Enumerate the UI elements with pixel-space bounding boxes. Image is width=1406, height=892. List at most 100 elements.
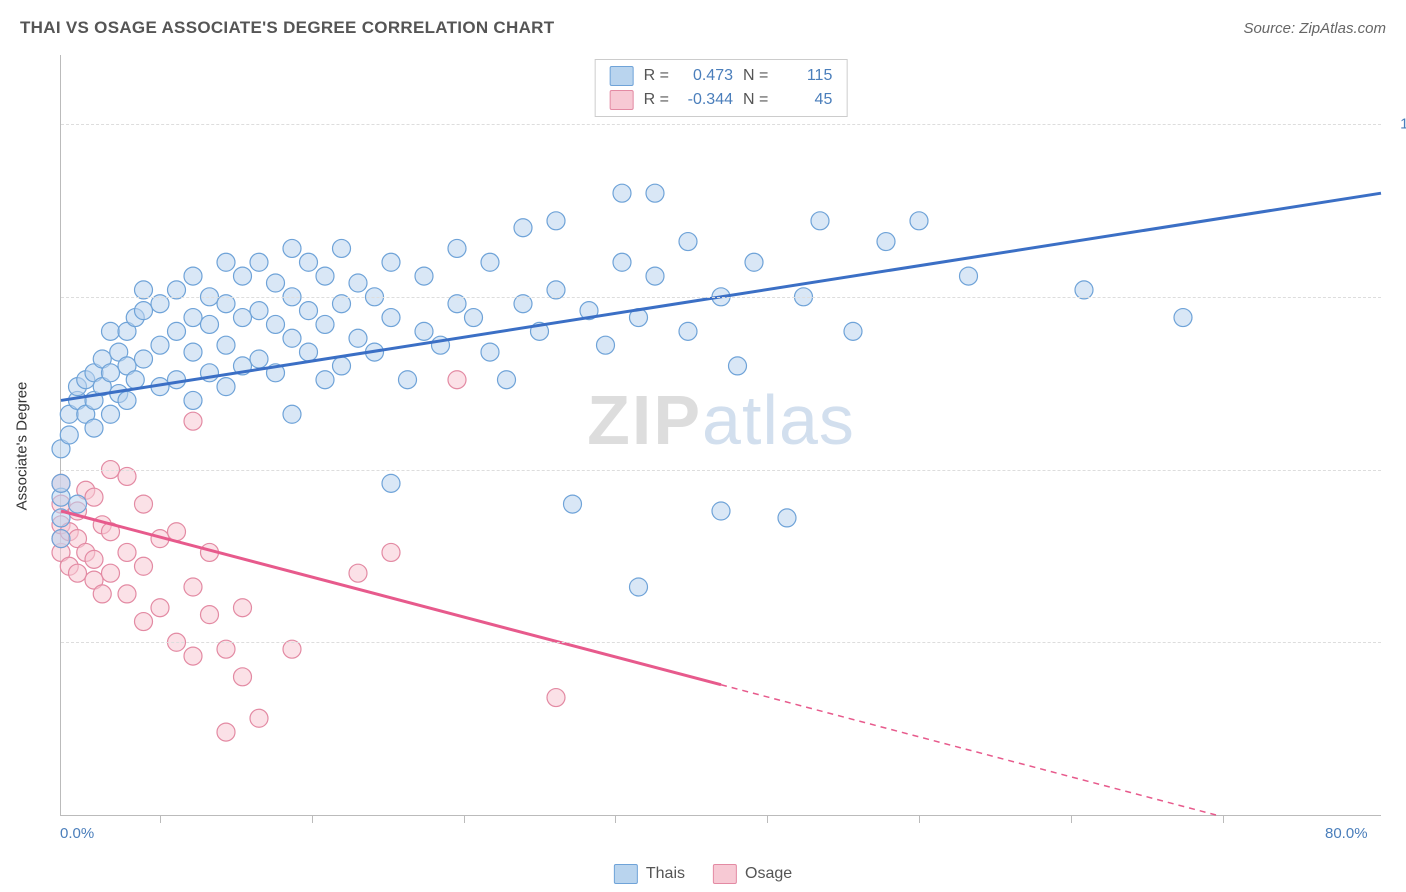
data-point xyxy=(349,564,367,582)
x-tick xyxy=(767,815,768,823)
data-point xyxy=(184,647,202,665)
data-point xyxy=(1174,309,1192,327)
trend-line-extrapolated xyxy=(721,685,1216,815)
data-point xyxy=(300,253,318,271)
data-point xyxy=(514,219,532,237)
gridline xyxy=(61,297,1381,298)
data-point xyxy=(613,253,631,271)
data-point xyxy=(234,599,252,617)
data-point xyxy=(465,309,483,327)
data-point xyxy=(382,543,400,561)
data-point xyxy=(498,371,516,389)
data-point xyxy=(333,357,351,375)
y-tick-label: 25.0% xyxy=(1391,634,1406,651)
data-point xyxy=(267,274,285,292)
legend-label: Thais xyxy=(646,865,685,883)
data-point xyxy=(118,585,136,603)
data-point xyxy=(52,474,70,492)
x-tick xyxy=(615,815,616,823)
data-point xyxy=(349,329,367,347)
data-point xyxy=(250,253,268,271)
x-tick xyxy=(312,815,313,823)
data-point xyxy=(613,184,631,202)
data-point xyxy=(283,239,301,257)
data-point xyxy=(415,322,433,340)
data-point xyxy=(778,509,796,527)
data-point xyxy=(93,585,111,603)
data-point xyxy=(102,405,120,423)
data-point xyxy=(52,530,70,548)
data-point xyxy=(283,329,301,347)
stats-legend: R = 0.473 N = 115 R = -0.344 N = 45 xyxy=(595,59,848,117)
x-axis-max-label: 80.0% xyxy=(1325,825,1368,842)
data-point xyxy=(349,274,367,292)
data-point xyxy=(102,322,120,340)
swatch-icon xyxy=(713,864,737,884)
swatch-icon xyxy=(610,66,634,86)
data-point xyxy=(547,212,565,230)
n-label: N = xyxy=(743,91,768,109)
data-point xyxy=(316,371,334,389)
data-point xyxy=(184,391,202,409)
r-value: -0.344 xyxy=(679,91,733,109)
data-point xyxy=(646,184,664,202)
data-point xyxy=(102,564,120,582)
stats-row: R = 0.473 N = 115 xyxy=(596,64,847,88)
chart-title: THAI VS OSAGE ASSOCIATE'S DEGREE CORRELA… xyxy=(20,18,554,37)
data-point xyxy=(85,419,103,437)
data-point xyxy=(184,343,202,361)
data-point xyxy=(399,371,417,389)
data-point xyxy=(712,502,730,520)
data-point xyxy=(250,350,268,368)
data-point xyxy=(679,322,697,340)
r-label: R = xyxy=(644,67,669,85)
data-point xyxy=(60,426,78,444)
trend-line xyxy=(61,511,721,685)
data-point xyxy=(382,309,400,327)
data-point xyxy=(448,239,466,257)
data-point xyxy=(184,309,202,327)
data-point xyxy=(135,302,153,320)
data-point xyxy=(910,212,928,230)
data-point xyxy=(250,709,268,727)
x-tick xyxy=(1223,815,1224,823)
data-point xyxy=(135,613,153,631)
data-point xyxy=(135,495,153,513)
x-axis-min-label: 0.0% xyxy=(60,825,94,842)
gridline xyxy=(61,470,1381,471)
data-point xyxy=(481,253,499,271)
data-point xyxy=(316,267,334,285)
data-point xyxy=(135,557,153,575)
header: THAI VS OSAGE ASSOCIATE'S DEGREE CORRELA… xyxy=(20,18,1386,48)
legend-label: Osage xyxy=(745,865,792,883)
data-point xyxy=(234,267,252,285)
data-point xyxy=(151,336,169,354)
data-point xyxy=(135,350,153,368)
data-point xyxy=(646,267,664,285)
x-tick xyxy=(464,815,465,823)
data-point xyxy=(630,578,648,596)
data-point xyxy=(250,302,268,320)
data-point xyxy=(118,543,136,561)
data-point xyxy=(234,309,252,327)
data-point xyxy=(481,343,499,361)
data-point xyxy=(300,302,318,320)
data-point xyxy=(69,495,87,513)
data-point xyxy=(85,488,103,506)
r-label: R = xyxy=(644,91,669,109)
plot-svg xyxy=(61,55,1381,815)
data-point xyxy=(448,371,466,389)
n-value: 45 xyxy=(778,91,832,109)
data-point xyxy=(234,668,252,686)
data-point xyxy=(877,233,895,251)
data-point xyxy=(300,343,318,361)
data-point xyxy=(102,364,120,382)
y-tick-label: 75.0% xyxy=(1391,288,1406,305)
data-point xyxy=(267,315,285,333)
data-point xyxy=(126,371,144,389)
data-point xyxy=(729,357,747,375)
data-point xyxy=(316,315,334,333)
data-point xyxy=(333,239,351,257)
data-point xyxy=(745,253,763,271)
data-point xyxy=(168,322,186,340)
